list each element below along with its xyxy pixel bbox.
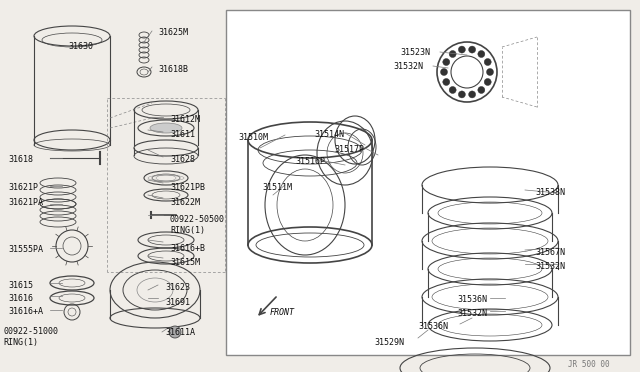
Text: 31612M: 31612M <box>170 115 200 124</box>
Text: FRONT: FRONT <box>270 308 295 317</box>
Text: 31611: 31611 <box>170 130 195 139</box>
Circle shape <box>478 51 485 58</box>
Circle shape <box>440 68 447 76</box>
Text: 31523N: 31523N <box>400 48 430 57</box>
Circle shape <box>484 78 492 86</box>
Text: 31536N: 31536N <box>457 295 487 304</box>
Text: 31628: 31628 <box>170 155 195 164</box>
Text: 31616: 31616 <box>8 294 33 303</box>
Circle shape <box>169 326 181 338</box>
Circle shape <box>478 86 485 93</box>
Text: 31616+A: 31616+A <box>8 307 43 316</box>
Text: 31623: 31623 <box>165 283 190 292</box>
Text: JR 500 00: JR 500 00 <box>568 360 610 369</box>
Circle shape <box>449 86 456 93</box>
Bar <box>226 10 630 355</box>
Text: 31532N: 31532N <box>393 62 423 71</box>
Text: 31611A: 31611A <box>165 328 195 337</box>
Text: 00922-50500: 00922-50500 <box>170 215 225 224</box>
Text: 31616+B: 31616+B <box>170 244 205 253</box>
Text: 31615: 31615 <box>8 281 33 290</box>
Text: 31514N: 31514N <box>314 130 344 139</box>
Text: 31621PA: 31621PA <box>8 198 43 207</box>
Ellipse shape <box>150 123 182 133</box>
Circle shape <box>443 78 450 86</box>
Text: 31538N: 31538N <box>535 188 565 197</box>
Text: 31618B: 31618B <box>158 65 188 74</box>
Text: 31622M: 31622M <box>170 198 200 207</box>
Circle shape <box>458 46 465 53</box>
Circle shape <box>443 58 450 65</box>
Text: 31618: 31618 <box>8 155 33 164</box>
Text: 31630: 31630 <box>68 42 93 51</box>
Circle shape <box>468 46 476 53</box>
Text: 00922-51000: 00922-51000 <box>3 327 58 336</box>
Text: 31529N: 31529N <box>374 338 404 347</box>
Text: 31510M: 31510M <box>238 133 268 142</box>
Text: 31516P: 31516P <box>295 157 325 166</box>
Text: RING(1): RING(1) <box>3 338 38 347</box>
Text: 31621PB: 31621PB <box>170 183 205 192</box>
Text: 31511M: 31511M <box>262 183 292 192</box>
Circle shape <box>468 91 476 98</box>
Text: 31517P: 31517P <box>334 145 364 154</box>
Text: 31625M: 31625M <box>158 28 188 37</box>
Circle shape <box>486 68 493 76</box>
Text: 31615M: 31615M <box>170 258 200 267</box>
Text: 31555PA: 31555PA <box>8 245 43 254</box>
Circle shape <box>484 58 492 65</box>
Text: 31536N: 31536N <box>418 322 448 331</box>
Circle shape <box>458 91 465 98</box>
Text: RING(1): RING(1) <box>170 226 205 235</box>
Text: 31532N: 31532N <box>535 262 565 271</box>
Text: 31532N: 31532N <box>457 309 487 318</box>
Circle shape <box>449 51 456 58</box>
Text: 31567N: 31567N <box>535 248 565 257</box>
Text: 31621P: 31621P <box>8 183 38 192</box>
Text: 31691: 31691 <box>165 298 190 307</box>
